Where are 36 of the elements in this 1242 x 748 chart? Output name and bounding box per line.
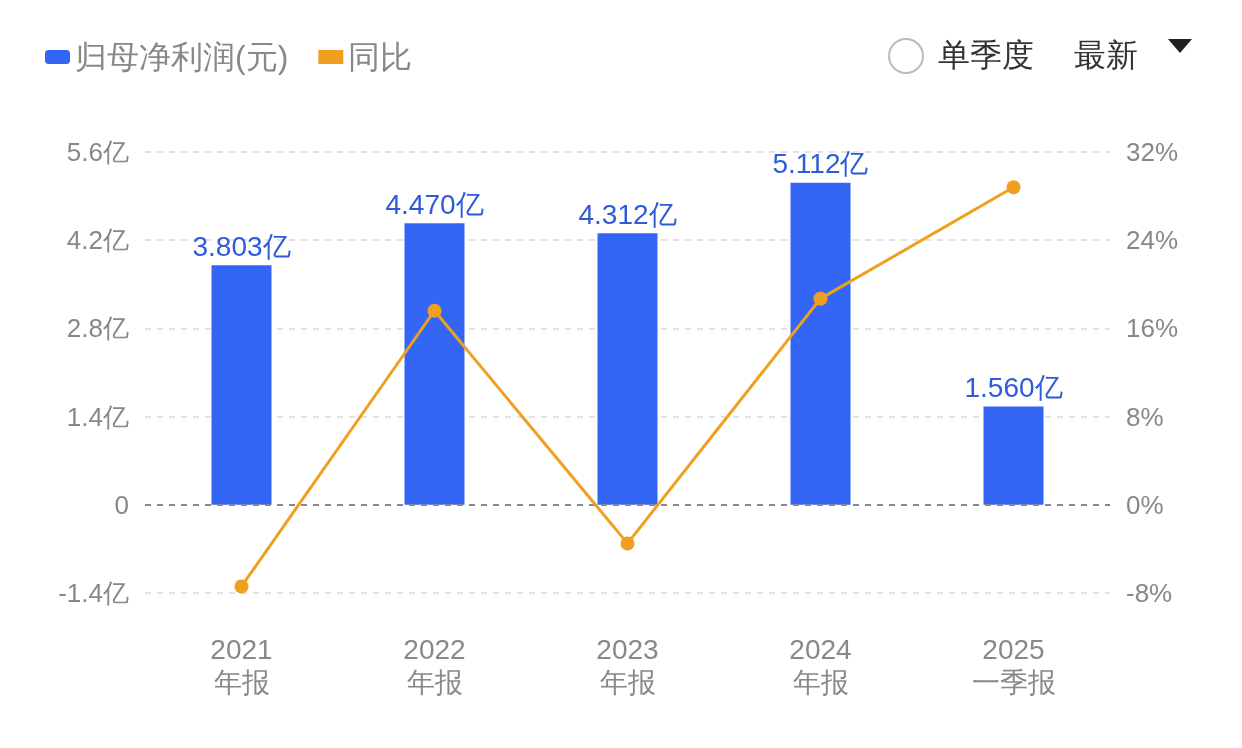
x-tick-label: 2021 年报 <box>210 634 273 698</box>
point <box>1006 180 1021 195</box>
point <box>813 291 828 306</box>
y-tick-label: -1.4亿 <box>58 578 129 608</box>
point <box>427 303 442 318</box>
x-tick-label: 2022 年报 <box>403 634 466 698</box>
bar <box>211 265 272 505</box>
y2-tick-label: 32% <box>1126 137 1179 167</box>
y2-tick-label: 0% <box>1126 489 1164 520</box>
text: 最新 <box>1074 35 1138 76</box>
x-tick-label: 2025 一季报 <box>971 634 1056 698</box>
y2-tick-label: 8% <box>1126 401 1164 432</box>
y-tick-label: 5.6亿 <box>66 137 129 167</box>
y-tick-label: 1.4亿 <box>66 401 129 432</box>
y2-tick-label: 16% <box>1126 313 1179 344</box>
bar <box>404 223 465 505</box>
legend-label: 同比 <box>348 39 413 75</box>
data-label: 4.470亿 <box>385 188 484 220</box>
x-tick-label: 2023 年报 <box>596 634 659 698</box>
legend-label: 归母净利润(元) <box>75 39 289 75</box>
bar <box>790 182 851 505</box>
text: 单季度 <box>938 35 1034 76</box>
y-tick-label: 4.2亿 <box>66 225 129 256</box>
y-tick-label: 2.8亿 <box>66 313 129 344</box>
data-label: 5.112亿 <box>772 148 869 180</box>
point <box>234 579 249 594</box>
x-tick-label: 2024 年报 <box>789 634 852 698</box>
data-label: 3.803亿 <box>192 230 291 262</box>
y2-tick-label: -8% <box>1126 578 1173 608</box>
bar <box>983 406 1044 505</box>
point <box>620 536 635 551</box>
y-tick-label: 0 <box>114 489 129 520</box>
y2-tick-label: 24% <box>1126 225 1179 256</box>
data-label: 1.560亿 <box>964 372 1063 404</box>
data-label: 4.312亿 <box>578 198 677 230</box>
bar <box>597 233 658 505</box>
